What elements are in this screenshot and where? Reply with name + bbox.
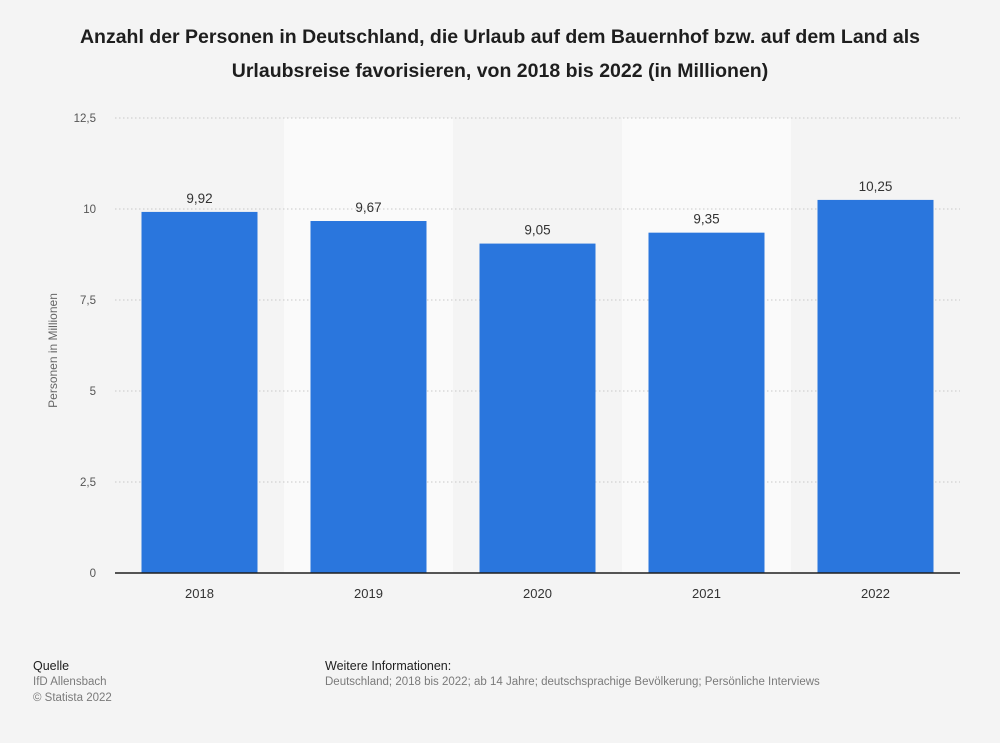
y-tick-label: 10 [83,204,96,216]
y-tick-label: 12,5 [74,113,96,125]
source-line-copyright: © Statista 2022 [33,692,112,704]
bar-value-label: 10,25 [859,179,893,194]
bar [479,243,596,573]
info-block: Weitere Informationen: Deutschland; 2018… [325,658,820,690]
info-heading: Weitere Informationen: [325,659,452,673]
y-axis-label: Personen in Millionen [46,293,60,408]
y-tick-label: 2,5 [80,477,96,489]
x-tick-label: 2021 [692,586,721,601]
bar [817,199,934,573]
y-tick-label: 0 [90,568,96,580]
y-tick-label: 7,5 [80,295,96,307]
bar-value-label: 9,92 [186,191,212,206]
x-tick-label: 2020 [523,586,552,601]
bar-value-label: 9,67 [355,200,381,215]
bar [141,211,258,574]
info-text: Deutschland; 2018 bis 2022; ab 14 Jahre;… [325,676,820,688]
bar-value-label: 9,35 [693,212,719,227]
y-tick-label: 5 [90,386,96,398]
chart-title: Anzahl der Personen in Deutschland, die … [79,26,921,82]
source-block: Quelle IfD Allensbach © Statista 2022 [33,658,112,706]
bar [648,232,765,573]
source-heading: Quelle [33,659,70,673]
source-line-publisher: IfD Allensbach [33,676,107,688]
bar-value-label: 9,05 [524,223,550,238]
bar [310,221,427,573]
x-tick-label: 2018 [185,586,214,601]
x-tick-label: 2019 [354,586,383,601]
x-tick-label: 2022 [861,586,890,601]
